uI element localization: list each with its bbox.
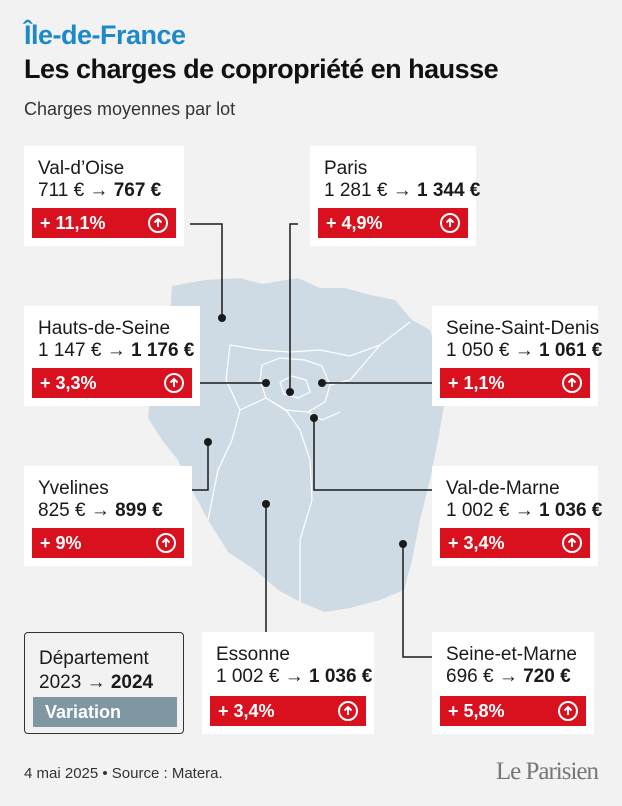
department-values: 1 002 € → 1 036 € — [216, 666, 373, 687]
department-card-paris: Paris 1 281 € → 1 344 € + 4,9% — [310, 146, 481, 246]
department-values: 1 147 € → 1 176 € — [38, 340, 195, 361]
marker-val-d-oise — [218, 314, 226, 322]
department-name: Val-d’Oise — [38, 158, 125, 179]
variation-badge: + 3,4% — [440, 528, 590, 558]
leader-paris — [289, 223, 298, 392]
variation-badge: + 4,9% — [318, 208, 468, 238]
variation-badge: + 11,1% — [32, 208, 176, 238]
leader-val-d-oise — [190, 223, 223, 318]
region-shape — [148, 278, 445, 612]
department-name: Hauts-de-Seine — [38, 318, 171, 339]
border-yvelines — [207, 344, 241, 521]
variation-badge: + 1,1% — [440, 368, 590, 398]
marker-yvelines — [204, 438, 212, 446]
department-card-yvelines: Yvelines 825 € → 899 € + 9% — [24, 466, 192, 566]
arrow-up-circle-icon — [148, 213, 168, 233]
department-card-hauts-de-seine: Hauts-de-Seine 1 147 € → 1 176 € + 3,3% — [24, 306, 200, 406]
marker-paris — [286, 388, 294, 396]
le-parisien-logo: Le Parisien — [495, 758, 599, 785]
border-paris — [279, 375, 311, 399]
arrow-up-circle-icon — [440, 213, 460, 233]
arrow-up-circle-icon — [156, 533, 176, 553]
marker-seine-et-marne — [399, 540, 407, 548]
arrow-up-circle-icon — [164, 373, 184, 393]
department-card-val-d-oise: Val-d’Oise 711 € → 767 € + 11,1% — [24, 146, 184, 246]
arrow-up-circle-icon — [338, 701, 358, 721]
department-name: Val-de-Marne — [446, 478, 560, 499]
department-values: 1 050 € → 1 061 € — [446, 340, 603, 361]
department-card-seine-et-marne: Seine-et-Marne 696 € → 720 € + 5,8% — [432, 632, 594, 734]
leader-val-de-marne — [313, 418, 432, 491]
leader-seine-et-marne — [402, 544, 432, 658]
marker-seine-saint-denis — [318, 379, 326, 387]
department-card-seine-saint-denis: Seine-Saint-Denis 1 050 € → 1 061 € + 1,… — [432, 306, 603, 406]
leader-yvelines — [192, 442, 209, 491]
subtitle: Charges moyennes par lot — [24, 99, 236, 119]
legend-years: 2023 → 2024 — [39, 672, 154, 693]
arrow-up-circle-icon — [562, 373, 582, 393]
department-values: 1 002 € → 1 036 € — [446, 500, 603, 521]
page-title: Les charges de copropriété en hausse — [24, 54, 499, 84]
variation-badge: + 5,8% — [440, 696, 586, 726]
department-card-val-de-marne: Val-de-Marne 1 002 € → 1 036 € + 3,4% — [432, 466, 603, 566]
department-name: Seine-Saint-Denis — [446, 318, 600, 339]
department-values: 825 € → 899 € — [38, 500, 163, 521]
legend-variation-label: Variation — [33, 697, 177, 727]
department-name: Yvelines — [38, 478, 109, 499]
department-card-essonne: Essonne 1 002 € → 1 036 € + 3,4% — [202, 632, 374, 734]
border-petite-couronne — [259, 357, 331, 413]
kicker: Île-de-France — [24, 20, 186, 50]
department-values: 696 € → 720 € — [446, 666, 571, 687]
marker-essonne — [262, 500, 270, 508]
department-values: 711 € → 767 € — [38, 180, 162, 201]
department-values: 1 281 € → 1 344 € — [324, 180, 481, 201]
marker-hauts-de-seine — [262, 379, 270, 387]
legend-box: Département 2023 → 2024 Variation — [24, 632, 184, 734]
department-name: Essonne — [216, 644, 290, 665]
department-name: Seine-et-Marne — [446, 644, 577, 665]
border-essonne — [239, 397, 313, 602]
arrow-up-circle-icon — [558, 701, 578, 721]
variation-badge: + 9% — [32, 528, 184, 558]
arrow-up-circle-icon — [562, 533, 582, 553]
variation-badge: + 3,4% — [210, 696, 366, 726]
variation-badge: + 3,3% — [32, 368, 192, 398]
marker-val-de-marne — [310, 414, 318, 422]
source-footer: 4 mai 2025 • Source : Matera. — [24, 765, 223, 782]
legend-department-label: Département — [39, 648, 149, 669]
department-name: Paris — [324, 158, 368, 179]
